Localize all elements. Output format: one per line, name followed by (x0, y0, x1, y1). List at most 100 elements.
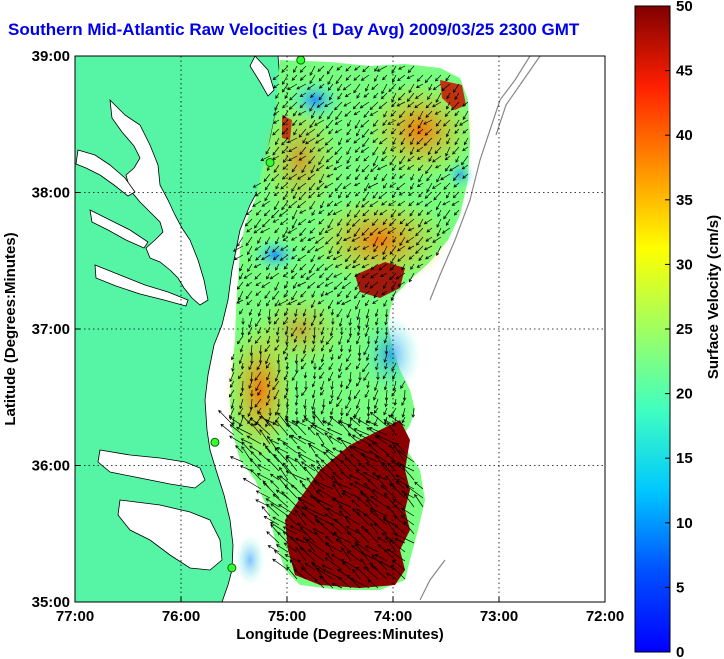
velocity-arrow (330, 308, 335, 316)
velocity-arrow (373, 389, 379, 401)
velocity-arrow (356, 308, 361, 321)
velocity-arrow (303, 407, 307, 419)
velocity-arrow (317, 488, 334, 499)
velocity-arrow (345, 65, 352, 72)
velocity-arrow (353, 245, 361, 251)
velocity-arrow (362, 209, 370, 217)
velocity-arrow (257, 389, 262, 396)
velocity-arrow (382, 371, 388, 380)
velocity-arrow (273, 119, 280, 124)
velocity-arrow (325, 164, 334, 169)
velocity-arrow (271, 173, 280, 182)
velocity-arrow (372, 471, 388, 490)
velocity-arrow (220, 423, 235, 436)
velocity-arrow (282, 272, 289, 278)
velocity-arrow (247, 326, 253, 336)
velocity-arrow (354, 119, 361, 129)
velocity-arrow (336, 398, 343, 408)
velocity-arrow (371, 83, 379, 90)
velocity-arrow (366, 398, 371, 411)
velocity-arrow (274, 371, 280, 382)
velocity-arrow (285, 470, 307, 481)
velocity-arrow (354, 65, 361, 71)
velocity-arrow (353, 137, 361, 144)
velocity-arrow (415, 83, 424, 88)
velocity-arrow (391, 362, 397, 372)
velocity-arrow (346, 155, 352, 164)
velocity-arrow (297, 254, 307, 262)
velocity-arrow (307, 173, 316, 180)
velocity-arrow (273, 389, 280, 400)
velocity-arrow (426, 182, 433, 193)
velocity-arrow (254, 398, 262, 408)
velocity-arrow (257, 299, 262, 307)
velocity-arrow (443, 209, 451, 220)
velocity-arrow (453, 182, 460, 188)
velocity-arrow (241, 441, 253, 454)
velocity-arrow (352, 415, 370, 427)
velocity-arrow (431, 182, 442, 189)
velocity-arrow (312, 371, 317, 380)
velocity-arrow (229, 435, 244, 445)
velocity-arrow (435, 164, 442, 169)
velocity-arrow (229, 371, 235, 383)
velocity-arrow (334, 101, 343, 111)
colorbar (634, 5, 671, 653)
velocity-arrow (310, 164, 316, 174)
velocity-arrow (327, 209, 334, 216)
velocity-arrow (333, 531, 343, 544)
velocity-arrow (266, 503, 280, 517)
velocity-arrow (301, 513, 316, 526)
velocity-arrow (240, 438, 253, 445)
velocity-arrow (382, 182, 388, 189)
velocity-arrow (409, 209, 415, 217)
velocity-arrow (255, 317, 262, 328)
velocity-arrow (282, 164, 289, 170)
velocity-arrow (326, 65, 334, 75)
velocity-arrow (316, 128, 325, 138)
velocity-arrow (417, 209, 424, 217)
velocity-arrow (250, 469, 262, 481)
velocity-arrow (343, 236, 352, 242)
velocity-arrow (274, 200, 280, 211)
velocity-arrow (335, 74, 343, 85)
velocity-arrow (451, 200, 460, 206)
velocity-arrow (329, 92, 334, 101)
velocity-arrow (319, 575, 334, 589)
velocity-arrow (343, 272, 352, 281)
velocity-arrow (299, 546, 316, 562)
velocity-arrow (394, 515, 406, 526)
velocity-arrow (358, 462, 370, 472)
velocity-arrow (266, 263, 271, 271)
velocity-arrow (442, 119, 451, 127)
velocity-arrow (218, 409, 235, 427)
velocity-arrow (347, 433, 361, 445)
velocity-arrow (274, 447, 289, 463)
velocity-arrow (299, 101, 307, 109)
velocity-arrow (391, 389, 397, 397)
velocity-arrow (445, 74, 451, 82)
velocity-arrow (304, 563, 316, 571)
velocity-arrow (302, 317, 307, 327)
x-tick-label: 77:00 (56, 608, 94, 625)
x-tick-label: 73:00 (480, 608, 518, 625)
velocity-arrow (461, 164, 469, 170)
velocity-arrow (393, 444, 406, 463)
velocity-arrow (318, 218, 325, 225)
york-james-river (94, 264, 189, 307)
radar-station-marker (210, 437, 220, 447)
velocity-arrow (296, 83, 307, 90)
velocity-arrow (424, 74, 433, 84)
velocity-arrow (275, 236, 280, 245)
velocity-arrow (369, 281, 379, 289)
velocity-arrow (374, 65, 379, 72)
velocity-arrow (384, 344, 389, 355)
velocity-arrow (307, 443, 325, 454)
velocity-arrow (345, 407, 352, 417)
velocity-arrow (368, 443, 379, 454)
velocity-arrow (392, 380, 397, 392)
velocity-arrow (237, 335, 244, 345)
velocity-arrow (324, 137, 334, 146)
velocity-arrow (254, 218, 262, 229)
